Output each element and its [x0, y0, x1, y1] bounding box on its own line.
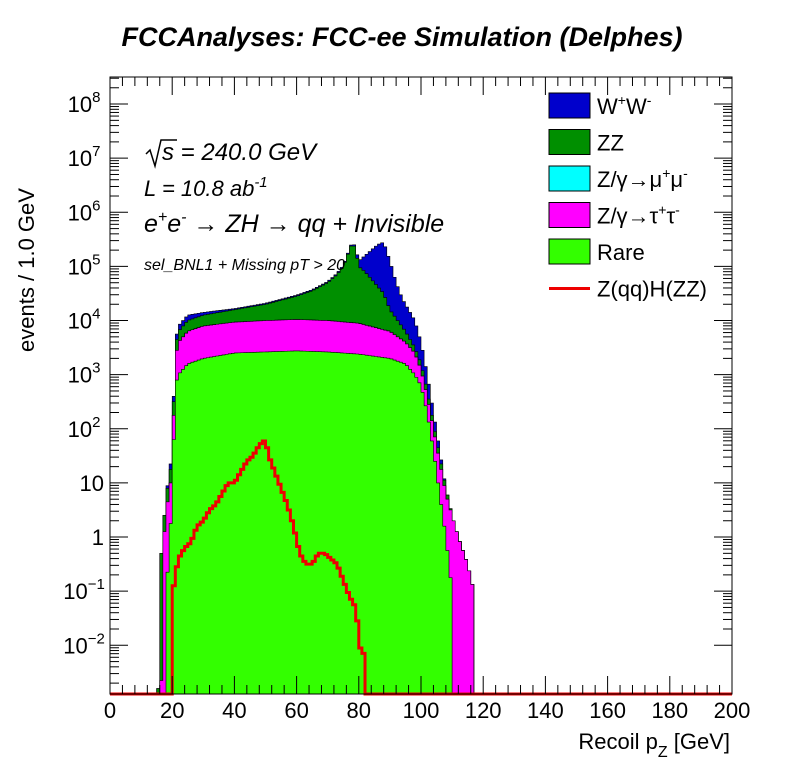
x-axis-label: Recoil pZ [GeV]	[578, 729, 730, 761]
lumi-label: L = 10.8 ab-1	[144, 174, 268, 201]
legend-label: W+W-	[597, 92, 652, 119]
sqrt-symbol	[145, 139, 177, 169]
x-tick-label: 60	[284, 698, 308, 723]
x-tick-label: 140	[527, 698, 564, 723]
x-tick-label: 120	[465, 698, 502, 723]
y-tick-label: 102	[68, 414, 101, 442]
legend-item: Rare	[548, 238, 645, 265]
x-tick-label: 180	[651, 698, 688, 723]
x-tick-label: 160	[589, 698, 626, 723]
process-label: e+e- → ZH → qq + Invisible	[144, 209, 444, 238]
legend-item: W+W-	[548, 92, 652, 119]
legend-swatch	[548, 129, 591, 155]
legend-label: Z(qq)H(ZZ)	[597, 277, 707, 302]
x-tick-label: 20	[160, 698, 184, 723]
legend-swatch	[548, 238, 591, 265]
svg-text:s = 240.0 GeV: s = 240.0 GeV	[162, 139, 318, 166]
chart-title: FCCAnalyses: FCC-ee Simulation (Delphes)	[121, 22, 682, 52]
legend-label: Rare	[597, 240, 645, 265]
y-axis-label: events / 1.0 GeV	[14, 188, 39, 352]
y-tick-label: 104	[68, 306, 101, 334]
legend-label: Z/γ→μ+μ-	[597, 165, 688, 192]
legend-item: Z(qq)H(ZZ)	[549, 277, 707, 302]
legend-swatch	[548, 92, 591, 119]
legend-label: ZZ	[597, 131, 624, 156]
x-tick-label: 100	[403, 698, 440, 723]
legend-item: Z/γ→τ+τ-	[548, 202, 680, 229]
y-tick-label: 108	[68, 89, 101, 117]
legend-swatch	[548, 165, 591, 192]
histogram-stack	[141, 242, 499, 695]
y-tick-label: 1	[92, 525, 104, 550]
y-tick-label: 10	[80, 471, 104, 496]
selection-label: sel_BNL1 + Missing pT > 20	[144, 257, 345, 274]
annotations: s = 240.0 GeV L = 10.8 ab-1 e+e- → ZH → …	[144, 139, 444, 274]
y-tick-label: 103	[68, 360, 101, 388]
x-tick-label: 40	[222, 698, 246, 723]
sqrt-s-label: s = 240.0 GeV	[145, 139, 318, 169]
x-axis: 0 20 40 60 80 100 120 140 160 180 200	[104, 77, 750, 723]
legend: W+W- ZZ Z/γ→μ+μ- Z/γ→τ+τ- Rare Z(qq)H(ZZ)	[548, 92, 707, 302]
series-area-rare	[141, 350, 499, 695]
x-tick-label: 0	[104, 698, 116, 723]
legend-swatch	[548, 202, 591, 228]
y-tick-label: 10−2	[63, 630, 105, 658]
y-tick-label: 10−1	[63, 576, 105, 604]
x-tick-label: 200	[714, 698, 751, 723]
legend-item: Z/γ→μ+μ-	[548, 165, 688, 192]
legend-item: ZZ	[548, 129, 624, 156]
y-tick-label: 107	[68, 143, 101, 171]
x-tick-label: 80	[347, 698, 371, 723]
y-tick-label: 106	[68, 197, 101, 225]
y-tick-label: 105	[68, 251, 101, 279]
legend-label: Z/γ→τ+τ-	[597, 202, 680, 229]
